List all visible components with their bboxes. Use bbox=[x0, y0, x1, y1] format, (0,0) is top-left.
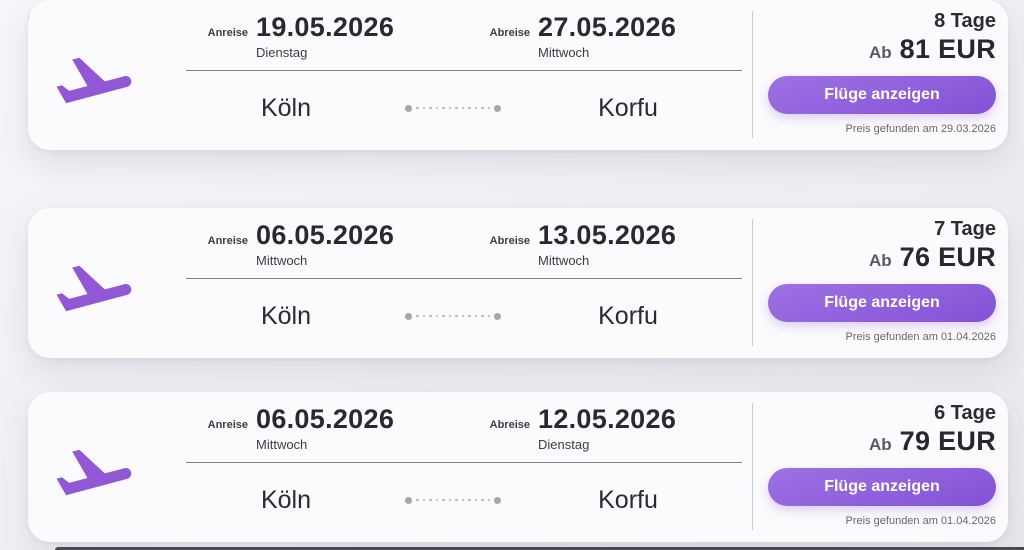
departure-weekday: Mittwoch bbox=[538, 45, 590, 60]
arrival-date: 06.05.2026 bbox=[256, 220, 395, 250]
arrival-weekday: Mittwoch bbox=[256, 253, 308, 268]
arrival-group: Anreise 06.05.2026 Mittwoch bbox=[186, 220, 394, 268]
arrival-date: 06.05.2026 bbox=[256, 404, 395, 434]
vertical-divider bbox=[752, 11, 753, 138]
origin-city: Köln bbox=[260, 301, 312, 330]
trip-duration: 6 Tage bbox=[934, 402, 996, 424]
departure-label: Abreise bbox=[489, 419, 530, 431]
origin-city: Köln bbox=[260, 485, 312, 514]
price-line: Ab 81 EUR bbox=[768, 34, 996, 68]
departure-group: Abreise 13.05.2026 Mittwoch bbox=[468, 220, 676, 268]
arrival-label: Anreise bbox=[207, 419, 248, 431]
horizontal-divider bbox=[186, 278, 742, 279]
vertical-divider bbox=[752, 403, 753, 530]
horizontal-divider bbox=[186, 462, 742, 463]
departure-group: Abreise 12.05.2026 Dienstag bbox=[468, 404, 676, 452]
origin-city: Köln bbox=[260, 93, 312, 122]
departure-date: 12.05.2026 bbox=[538, 404, 677, 434]
show-flights-button[interactable]: Flüge anzeigen bbox=[768, 468, 996, 506]
bottom-edge-strip bbox=[55, 547, 1024, 550]
flight-deal-card: Anreise 06.05.2026 Mittwoch Abreise 13.0… bbox=[28, 208, 1008, 358]
departure-date: 27.05.2026 bbox=[538, 12, 677, 42]
price-value: 76 EUR bbox=[899, 242, 996, 272]
price-prefix: Ab bbox=[868, 251, 892, 270]
arrival-label: Anreise bbox=[207, 235, 248, 247]
price-value: 79 EUR bbox=[899, 426, 996, 456]
destination-city: Korfu bbox=[598, 301, 658, 330]
departure-weekday: Mittwoch bbox=[538, 253, 590, 268]
trip-duration: 7 Tage bbox=[934, 218, 996, 240]
flight-deal-card: Anreise 06.05.2026 Mittwoch Abreise 12.0… bbox=[28, 392, 1008, 542]
arrival-weekday: Dienstag bbox=[256, 45, 308, 60]
route-dots-icon bbox=[358, 92, 548, 124]
departure-weekday: Dienstag bbox=[538, 437, 590, 452]
price-found-note: Preis gefunden am 01.04.2026 bbox=[845, 331, 996, 343]
route-dots-icon bbox=[358, 300, 548, 332]
price-column: 6 Tage Ab 79 EUR Flüge anzeigen Preis ge… bbox=[768, 400, 996, 527]
price-prefix: Ab bbox=[868, 43, 892, 62]
arrival-group: Anreise 06.05.2026 Mittwoch bbox=[186, 404, 394, 452]
price-line: Ab 79 EUR bbox=[768, 426, 996, 460]
departure-group: Abreise 27.05.2026 Mittwoch bbox=[468, 12, 676, 60]
price-value: 81 EUR bbox=[899, 34, 996, 64]
price-found-note: Preis gefunden am 29.03.2026 bbox=[845, 123, 996, 135]
departure-date: 13.05.2026 bbox=[538, 220, 677, 250]
airplane-takeoff-icon bbox=[50, 441, 138, 497]
destination-city: Korfu bbox=[598, 485, 658, 514]
arrival-label: Anreise bbox=[207, 27, 248, 39]
show-flights-button[interactable]: Flüge anzeigen bbox=[768, 284, 996, 322]
airplane-takeoff-icon bbox=[50, 257, 138, 313]
price-prefix: Ab bbox=[868, 435, 892, 454]
price-column: 7 Tage Ab 76 EUR Flüge anzeigen Preis ge… bbox=[768, 216, 996, 343]
price-column: 8 Tage Ab 81 EUR Flüge anzeigen Preis ge… bbox=[768, 8, 996, 135]
arrival-weekday: Mittwoch bbox=[256, 437, 308, 452]
route-dots-icon bbox=[358, 484, 548, 516]
departure-label: Abreise bbox=[489, 235, 530, 247]
show-flights-button[interactable]: Flüge anzeigen bbox=[768, 76, 996, 114]
destination-city: Korfu bbox=[598, 93, 658, 122]
flight-deal-card: Anreise 19.05.2026 Dienstag Abreise 27.0… bbox=[28, 0, 1008, 150]
airplane-takeoff-icon bbox=[50, 49, 138, 105]
arrival-date: 19.05.2026 bbox=[256, 12, 395, 42]
arrival-group: Anreise 19.05.2026 Dienstag bbox=[186, 12, 394, 60]
vertical-divider bbox=[752, 219, 753, 346]
horizontal-divider bbox=[186, 70, 742, 71]
price-found-note: Preis gefunden am 01.04.2026 bbox=[845, 515, 996, 527]
departure-label: Abreise bbox=[489, 27, 530, 39]
trip-duration: 8 Tage bbox=[934, 10, 996, 32]
price-line: Ab 76 EUR bbox=[768, 242, 996, 276]
